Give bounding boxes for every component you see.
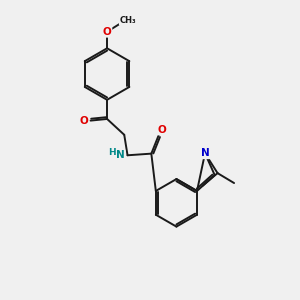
Text: O: O (103, 27, 111, 37)
Text: H: H (109, 148, 116, 158)
Text: CH₃: CH₃ (120, 16, 136, 25)
Text: N: N (201, 148, 209, 158)
Text: N: N (116, 150, 125, 160)
Text: O: O (158, 124, 166, 134)
Text: O: O (80, 116, 88, 126)
